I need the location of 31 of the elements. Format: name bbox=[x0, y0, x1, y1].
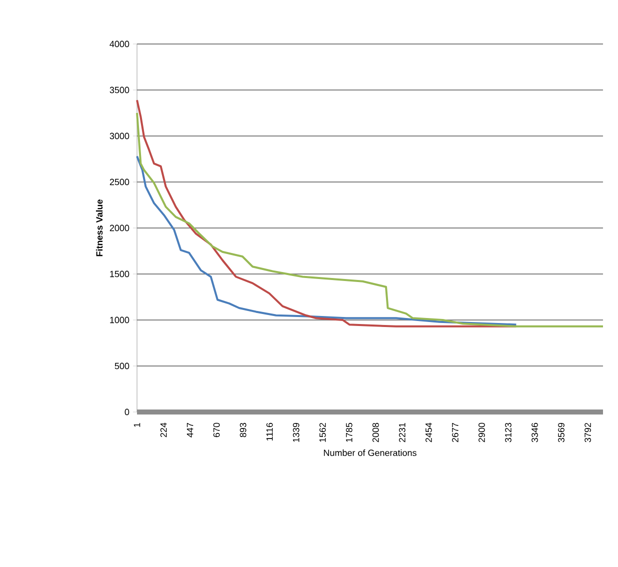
x-tick-label: 224 bbox=[160, 422, 167, 438]
line-series bbox=[136, 112, 604, 328]
x-tick-label: 1339 bbox=[292, 422, 300, 442]
x-axis-title: Number of Generations bbox=[324, 449, 416, 456]
x-tick-label: 3569 bbox=[558, 422, 564, 442]
x-tick-label: 1116 bbox=[266, 422, 273, 441]
x-tick-label: 1 bbox=[134, 422, 140, 427]
y-tick-label: 3000 bbox=[110, 132, 130, 140]
x-tick-label: 3792 bbox=[584, 422, 591, 442]
x-tick-label: 3123 bbox=[505, 422, 512, 442]
y-tick-label: 1000 bbox=[110, 316, 130, 324]
y-tick-label: 2500 bbox=[110, 178, 130, 186]
x-tick-label: 2677 bbox=[452, 422, 458, 442]
x-tick-label: 2900 bbox=[478, 422, 485, 442]
y-tick-label: 1500 bbox=[110, 270, 130, 278]
y-tick-label: 0 bbox=[124, 408, 130, 416]
x-tick-label: 2231 bbox=[398, 422, 406, 442]
x-tick-label: 2454 bbox=[425, 422, 432, 442]
y-tick-label: 2000 bbox=[110, 224, 130, 232]
y-tick-label: 3500 bbox=[110, 86, 130, 94]
x-tick-label: 1785 bbox=[346, 422, 352, 442]
x-tick-label: 1562 bbox=[319, 422, 326, 442]
x-tick-label: 447 bbox=[186, 422, 194, 438]
y-tick-label: 4000 bbox=[110, 40, 130, 48]
x-tick-label: 3346 bbox=[532, 422, 538, 442]
line-series bbox=[136, 155, 518, 326]
x-tick-label: 670 bbox=[213, 422, 220, 438]
y-tick-label: 500 bbox=[114, 362, 130, 370]
x-tick-label: 893 bbox=[240, 422, 246, 438]
y-axis-title: Fitness Value bbox=[96, 200, 103, 256]
x-tick-label: 2008 bbox=[372, 422, 379, 442]
